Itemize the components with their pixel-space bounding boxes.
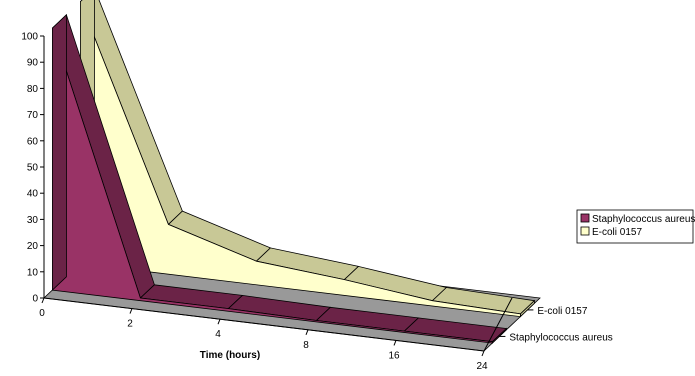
x-tick-label: 4 — [215, 329, 221, 340]
legend-swatch — [580, 226, 590, 236]
series-staphylococcus-aureus — [51, 13, 508, 345]
depth-axis-line — [483, 297, 513, 352]
legend-label: Staphylococcus aureus — [592, 214, 695, 225]
y-tick-label: 10 — [27, 267, 39, 278]
depth-label: Staphylococcus aureus — [509, 332, 612, 343]
y-tick-label: 100 — [21, 32, 38, 43]
x-tick-mark — [305, 329, 309, 335]
x-tick-mark — [481, 350, 485, 357]
series-front-face — [80, 1, 521, 318]
depth-label: E-coli 0157 — [537, 306, 587, 317]
y-tick-label: 80 — [27, 84, 39, 95]
x-tick-label: 0 — [39, 308, 45, 319]
y-tick-label: 50 — [27, 163, 39, 174]
y-tick-label: 40 — [27, 189, 39, 200]
legend: Staphylococcus aureus E-coli 0157 — [576, 209, 695, 244]
series-start-face — [52, 13, 67, 292]
legend-box — [576, 209, 694, 244]
y-tick-label: 90 — [27, 58, 39, 69]
y-tick-label: 70 — [27, 110, 39, 121]
depth-axis-labels: E-coli 0157 Staphylococcus aureus — [499, 306, 613, 343]
x-axis-title: Time (hours) — [200, 350, 260, 361]
y-tick-label: 60 — [27, 136, 39, 147]
x-tick-label: 8 — [303, 340, 309, 351]
x-tick-mark — [129, 308, 133, 314]
legend-swatch — [580, 213, 590, 223]
y-tick-label: 20 — [27, 241, 39, 252]
chart-series-group — [51, 0, 536, 345]
x-tick-mark — [393, 340, 397, 346]
y-axis-ticks: 0 10 20 30 40 50 60 70 80 90 100 — [21, 32, 44, 305]
x-tick-mark — [217, 319, 221, 325]
x-tick-label: 24 — [476, 361, 488, 372]
series-front-face — [52, 27, 493, 344]
x-axis-line — [43, 297, 485, 352]
x-tick-label: 16 — [388, 350, 400, 361]
y-tick-label: 30 — [27, 215, 39, 226]
y-tick-label: 0 — [32, 294, 38, 305]
x-tick-label: 2 — [127, 319, 133, 330]
x-tick-mark — [41, 297, 45, 304]
legend-label: E-coli 0157 — [592, 227, 642, 238]
